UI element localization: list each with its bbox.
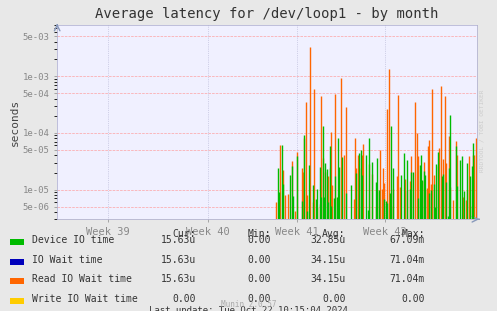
Text: 71.04m: 71.04m: [390, 255, 425, 265]
Text: 0.00: 0.00: [248, 294, 271, 304]
Text: Avg:: Avg:: [322, 229, 345, 239]
Bar: [10, 239, 24, 245]
Text: Max:: Max:: [402, 229, 425, 239]
Text: 0.00: 0.00: [173, 294, 196, 304]
Text: 15.63u: 15.63u: [161, 274, 196, 284]
Text: Min:: Min:: [248, 229, 271, 239]
Text: 0.00: 0.00: [248, 274, 271, 284]
Text: 0.00: 0.00: [248, 255, 271, 265]
Text: 0.00: 0.00: [248, 235, 271, 245]
Bar: [10, 278, 24, 284]
Text: 0.00: 0.00: [402, 294, 425, 304]
Bar: [10, 298, 24, 304]
Text: Munin 2.0.57: Munin 2.0.57: [221, 300, 276, 309]
Text: 34.15u: 34.15u: [310, 255, 345, 265]
Text: Read IO Wait time: Read IO Wait time: [32, 274, 132, 284]
Text: 0.00: 0.00: [322, 294, 345, 304]
Text: 71.04m: 71.04m: [390, 274, 425, 284]
Text: 34.15u: 34.15u: [310, 274, 345, 284]
Bar: [10, 259, 24, 265]
Text: Device IO time: Device IO time: [32, 235, 114, 245]
Text: 15.63u: 15.63u: [161, 235, 196, 245]
Text: 15.63u: 15.63u: [161, 255, 196, 265]
Text: 67.09m: 67.09m: [390, 235, 425, 245]
Text: Write IO Wait time: Write IO Wait time: [32, 294, 138, 304]
Text: RRDTOOL / TOBI OETIKER: RRDTOOL / TOBI OETIKER: [480, 89, 485, 172]
Title: Average latency for /dev/loop1 - by month: Average latency for /dev/loop1 - by mont…: [95, 7, 439, 21]
Text: IO Wait time: IO Wait time: [32, 255, 103, 265]
Y-axis label: seconds: seconds: [10, 99, 20, 146]
Text: Cur:: Cur:: [173, 229, 196, 239]
Text: Last update: Tue Oct 22 10:15:04 2024: Last update: Tue Oct 22 10:15:04 2024: [149, 306, 348, 311]
Text: 32.85u: 32.85u: [310, 235, 345, 245]
